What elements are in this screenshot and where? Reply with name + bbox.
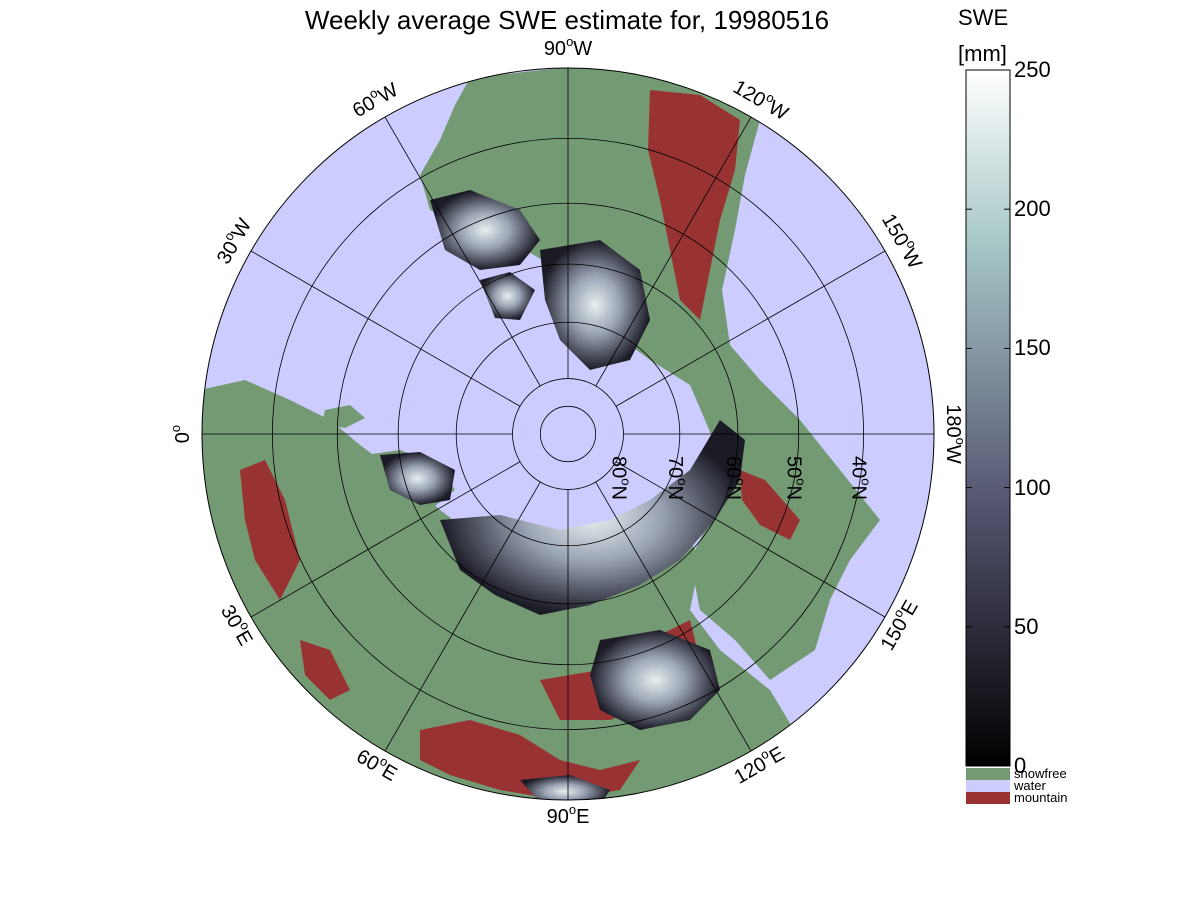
iceland-landmass <box>322 405 365 428</box>
hemisphere: N <box>663 486 685 500</box>
degree-mark: o <box>675 478 690 485</box>
degree-mark: o <box>953 438 968 445</box>
legend-swatch <box>966 780 1010 792</box>
hudson-snow-region <box>480 272 535 320</box>
meridian-line <box>615 250 886 407</box>
latitude-label: 70oN <box>663 456 689 500</box>
colorbar-tick-label: 150 <box>1014 335 1051 361</box>
colorbar-tick-label: 50 <box>1014 613 1039 639</box>
latitude-value: 70 <box>663 456 685 478</box>
hemisphere: W <box>573 38 592 60</box>
degree-mark: o <box>566 34 573 49</box>
meridian-line <box>384 116 541 387</box>
longitude-label: 90oE <box>547 802 590 828</box>
land-layer <box>202 68 880 800</box>
longitude-label: 0o <box>168 425 194 443</box>
degree-mark: o <box>168 425 183 432</box>
meridian-line <box>615 461 886 618</box>
arctic-archipelago-snow-region <box>540 240 650 370</box>
hemisphere: W <box>375 79 402 108</box>
latitude-label: 50oN <box>782 456 808 500</box>
degree-mark: o <box>619 478 634 485</box>
caucasus-mountain-region <box>300 640 350 700</box>
hemisphere: N <box>847 486 869 500</box>
meridian-line <box>595 481 752 752</box>
map-title: Weekly average SWE estimate for, 1998051… <box>304 5 830 35</box>
hemisphere: E <box>231 627 257 650</box>
siberia-snow-region <box>440 420 745 615</box>
rocky-mountains-region <box>648 90 740 320</box>
degree-mark: o <box>733 478 748 485</box>
longitude-value: 60 <box>352 746 382 776</box>
hemisphere: E <box>576 806 589 828</box>
latitude-label: 80oN <box>607 456 633 500</box>
longitude-value: 90 <box>547 806 569 828</box>
scandinavia-snow-region <box>380 452 455 505</box>
latitude-value: 50 <box>782 456 804 478</box>
latitude-value: 80 <box>607 456 629 478</box>
colorbar <box>965 69 1011 767</box>
legend-label: snowfree <box>1014 766 1067 781</box>
colorbar-label-line2: [mm] <box>958 41 1007 66</box>
mongolia-snow-region <box>590 630 720 730</box>
colorbar-tick-label: 250 <box>1014 57 1051 82</box>
greenland-landmass <box>415 285 520 410</box>
longitude-value: 180 <box>942 404 964 437</box>
longitude-value: 0 <box>172 432 194 443</box>
longitude-value: 90 <box>544 38 566 60</box>
colorbar-gradient <box>965 69 1011 767</box>
latitude-value: 60 <box>722 456 744 478</box>
latitude-circle <box>539 405 597 463</box>
meridian-line <box>250 250 521 407</box>
graticule <box>202 68 934 800</box>
legend-label: mountain <box>1014 790 1068 805</box>
meridian-line <box>250 461 521 618</box>
degree-mark: o <box>794 478 809 485</box>
longitude-value: 120 <box>729 76 769 112</box>
legend-swatch <box>966 768 1010 780</box>
alaska-mountain-region <box>740 470 800 540</box>
hemisphere: N <box>607 486 629 500</box>
himalaya-mountain-region <box>420 720 640 800</box>
degree-mark: o <box>859 478 874 485</box>
map-boundary <box>201 67 935 801</box>
hemisphere: N <box>782 486 804 500</box>
longitude-label: 180oW <box>942 404 968 464</box>
legend <box>966 768 1010 804</box>
polar-map: 90oW120oW150oW180oW60oW30oW0o30oE60oE90o… <box>168 34 968 828</box>
legend-swatch <box>966 792 1010 804</box>
degree-mark: o <box>569 802 576 817</box>
europe-mountain-region <box>240 460 300 600</box>
colorbar-tick-label: 100 <box>1014 474 1051 500</box>
longitude-value: 30 <box>213 238 243 268</box>
colorbar-tick-label: 0 <box>1014 753 1027 778</box>
hemisphere: N <box>722 486 744 500</box>
hemisphere: W <box>897 246 926 273</box>
latitude-label: 40oN <box>847 456 873 500</box>
latitude-label: 60oN <box>722 456 748 500</box>
colorbar-label-line1: SWE <box>958 5 1009 30</box>
hemisphere: W <box>942 445 964 464</box>
hemisphere: E <box>766 743 789 769</box>
legend-label: water <box>1014 778 1046 793</box>
colorbar-ticks <box>966 69 1010 767</box>
meridian-line <box>595 116 752 387</box>
latitude-value: 40 <box>847 456 869 478</box>
colorbar-tick-label: 200 <box>1014 196 1051 222</box>
meridian-line <box>384 481 541 752</box>
longitude-label: 90oW <box>544 34 592 60</box>
